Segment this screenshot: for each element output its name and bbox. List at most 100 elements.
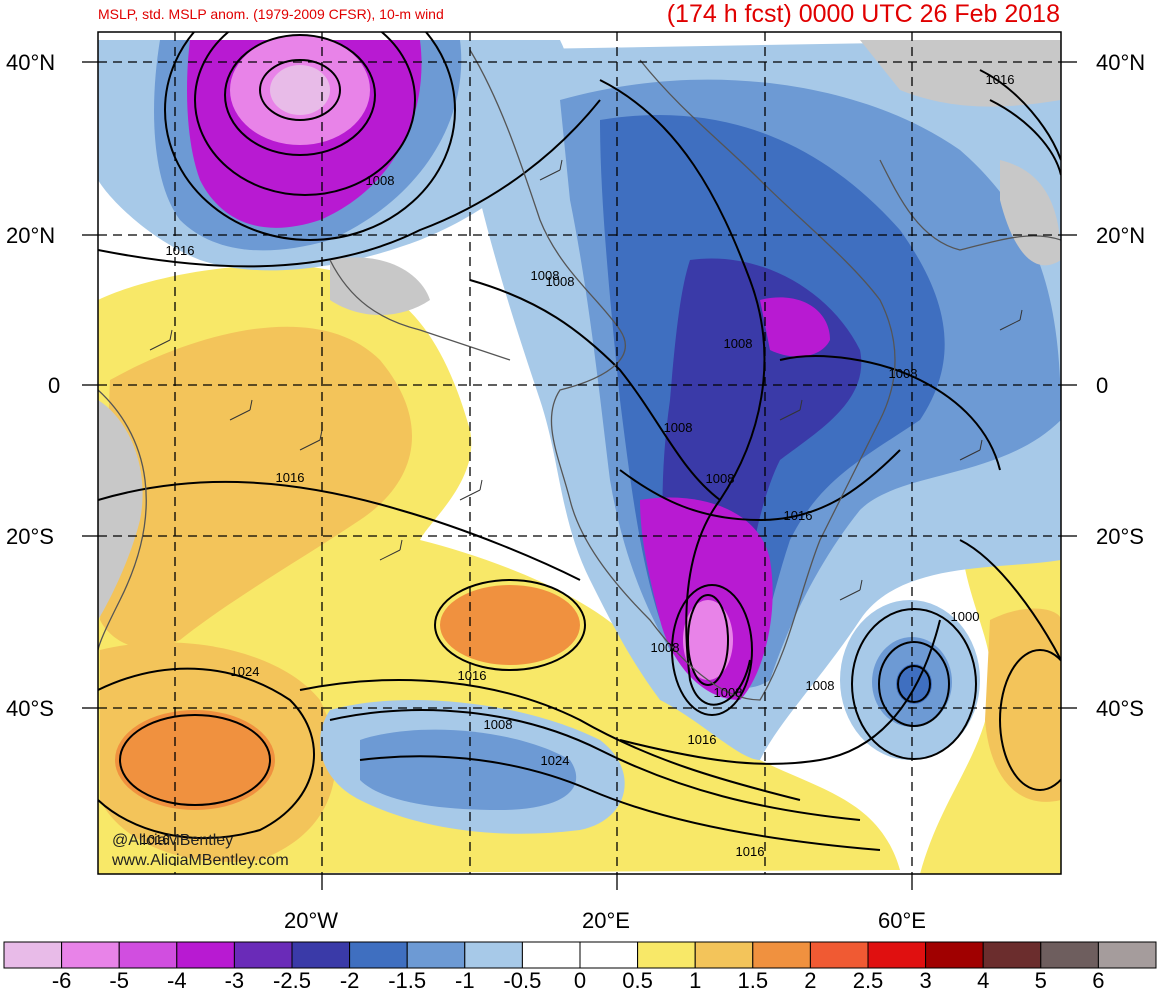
isobar-label: 1016: [986, 72, 1015, 87]
colorbar-tick-label: -4: [167, 968, 187, 993]
colorbar-tick-label: -6: [51, 968, 72, 993]
colorbar-swatch: [694, 941, 754, 969]
colorbar-swatch: [61, 941, 120, 969]
map-title-right: (174 h fcst) 0000 UTC 26 Feb 2018: [666, 0, 1060, 28]
negative-anomaly-indian-low-core: [896, 664, 932, 704]
lat-label-right-eq: 0: [1096, 373, 1109, 398]
isobar-label: 1008: [714, 685, 743, 700]
isobar-label-group: 1016100810161008100810081008100810161008…: [141, 72, 1015, 859]
colorbar-tick-label: -5: [109, 968, 129, 993]
colorbar-tick-label: 3: [919, 968, 932, 993]
coastlines: [98, 49, 1061, 701]
isobar-label: 1016: [736, 844, 765, 859]
lat-label-right-20s: 20°S: [1096, 524, 1144, 549]
wind-barbs: [149, 159, 1023, 601]
colorbar-swatch: [579, 941, 639, 969]
isobar-label: 1016: [276, 470, 305, 485]
isobar-label: 1008: [546, 274, 575, 289]
colorbar-tick-label: -2.5: [273, 968, 311, 993]
lat-label-right-40s: 40°S: [1096, 696, 1144, 721]
colorbar-tick-label: 1: [689, 968, 702, 993]
colorbar-tick-label: 1.5: [737, 968, 769, 993]
colorbar-swatch: [176, 941, 235, 969]
colorbar-tick-label: 6: [1092, 968, 1105, 993]
colorbar-swatch: [1040, 941, 1099, 969]
colorbar-tick-label: 0: [573, 968, 587, 993]
land-mask-south-america: [98, 400, 143, 620]
colorbar-swatch: [349, 941, 408, 969]
colorbar-swatch: [809, 941, 869, 969]
positive-anomaly-core-s: [440, 585, 580, 665]
credit-handle: @AliciaMBentley: [112, 832, 234, 849]
colorbar-swatch: [464, 941, 523, 969]
map-frame: [97, 31, 1062, 875]
isobar-label: 1016: [141, 832, 170, 847]
map-panel: 1016100810161008100810081008100810161008…: [98, 32, 1061, 874]
lon-label-20e: 20°E: [582, 908, 630, 933]
negative-anomaly-southern-ocean-mid: [360, 729, 577, 810]
negative-anomaly-south-africa-core: [683, 600, 733, 680]
map-title-left: MSLP, std. MSLP anom. (1979-2009 CFSR), …: [98, 6, 444, 22]
isobar-label: 1008: [724, 336, 753, 351]
isobar-label: 1024: [231, 664, 260, 679]
colorbar-swatch: [752, 941, 811, 969]
negative-anomaly-south-africa: [640, 497, 773, 700]
colorbar-swatch: [925, 941, 984, 969]
isobars: [98, 32, 1061, 851]
colorbar-swatch: [867, 941, 927, 969]
graticule: [98, 32, 1061, 874]
isobar-label: 1008: [366, 173, 395, 188]
colorbar-tick-label: 0.5: [622, 968, 653, 993]
isobar-label: 1008: [531, 268, 560, 283]
lat-label-right-40n: 40°N: [1096, 50, 1146, 75]
colorbar-tick-label: -1: [455, 968, 475, 993]
isobar-label: 1008: [484, 717, 513, 732]
colorbar-tick-label: 5: [1034, 968, 1047, 993]
lat-label-right-20n: 20°N: [1096, 223, 1146, 248]
colorbar-tick-label: -1.5: [388, 968, 427, 993]
isobar-label: 1024: [541, 753, 570, 768]
colorbar-swatch: [982, 941, 1042, 969]
colorbar-swatch: [406, 941, 466, 969]
isobar-label: 1016: [688, 732, 717, 747]
colorbar-swatch: [118, 941, 178, 969]
land-mask-west-africa: [330, 257, 430, 315]
lon-label-60e: 60°E: [878, 908, 926, 933]
isobar-label: 1016: [458, 668, 487, 683]
colorbar-swatch: [233, 941, 293, 969]
colorbar-tick-label: 2.5: [852, 968, 884, 993]
colorbar-tick-label: -2: [339, 968, 360, 993]
colorbar-swatch: [637, 941, 696, 969]
lat-label-left-40s: 40°S: [6, 696, 54, 721]
colorbar-swatch: [521, 941, 581, 969]
credit-website: www.AliciaMBentley.com: [112, 852, 289, 869]
isobar-label: 1016: [784, 508, 813, 523]
isobar-label: 1008: [706, 471, 735, 486]
lat-label-left-20n: 20°N: [6, 223, 56, 248]
negative-anomaly-east-africa: [760, 297, 830, 357]
isobar-label: 1008: [664, 420, 693, 435]
lat-label-left-eq: 0: [48, 373, 61, 398]
isobar-label: 1016: [166, 243, 195, 258]
lat-label-left-20s: 20°S: [6, 524, 54, 549]
colorbar-tick-label: 4: [977, 968, 990, 993]
isobar-label: 1000: [951, 609, 980, 624]
colorbar-tick-label: -0.5: [503, 968, 542, 993]
isobar-label: 1008: [806, 678, 835, 693]
lon-label-20w: 20°W: [284, 908, 339, 933]
lat-label-left-40n: 40°N: [6, 50, 56, 75]
land-mask-india: [1000, 160, 1061, 266]
positive-anomaly-core-sw: [115, 710, 275, 810]
isobar-label: 1008: [889, 366, 918, 381]
colorbar-tick-label: 2: [804, 968, 817, 993]
axis-ticks: [82, 61, 1077, 890]
colorbar-swatch: [1097, 941, 1157, 969]
positive-anomaly-atlantic-core: [100, 326, 413, 649]
colorbar-tick-label: -3: [224, 968, 245, 993]
negative-anomaly-low-core: [270, 65, 330, 115]
colorbar-swatch: [291, 941, 351, 969]
colorbar-swatch: [3, 941, 63, 969]
isobar-label: 1008: [651, 640, 680, 655]
